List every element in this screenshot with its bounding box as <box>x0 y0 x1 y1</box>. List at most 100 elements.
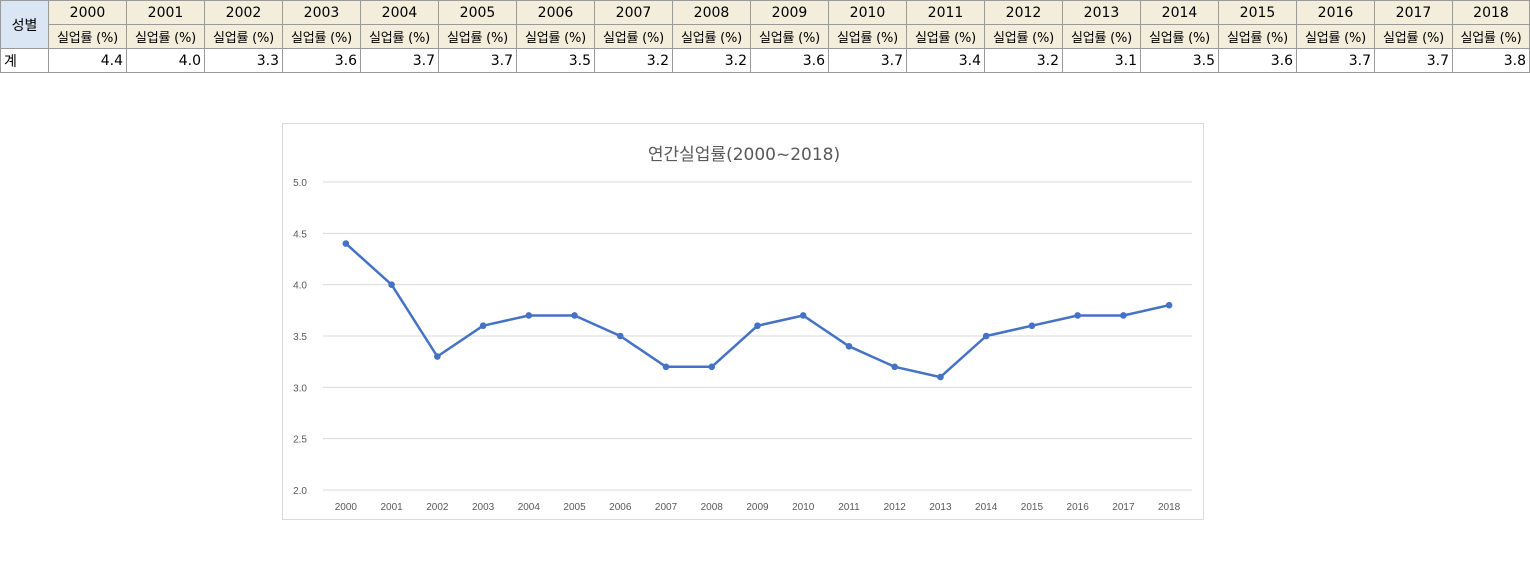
unit-header-cell[interactable]: 실업률 (%) <box>984 24 1063 49</box>
value-cell[interactable]: 3.4 <box>906 48 985 73</box>
year-header-cell[interactable]: 2017 <box>1374 0 1453 25</box>
value-cell[interactable]: 3.2 <box>984 48 1063 73</box>
value-cell[interactable]: 3.2 <box>594 48 673 73</box>
data-point <box>1120 312 1127 319</box>
x-tick-label: 2010 <box>792 502 815 513</box>
line-chart[interactable]: 연간실업률(2000~2018) 2.0 2.5 3.0 3.5 4.0 4.5 5.0 200… <box>282 123 1204 520</box>
unit-header-cell[interactable]: 실업률 (%) <box>204 24 283 49</box>
x-tick-label: 2011 <box>838 502 860 513</box>
value-cell[interactable]: 3.7 <box>438 48 517 73</box>
x-tick-label: 2012 <box>884 502 907 513</box>
spreadsheet-table: 성별 2000 2001 2002 2003 2004 2005 2006 2007 2008 2… <box>0 0 1530 73</box>
data-point <box>845 342 853 350</box>
year-header-cell[interactable]: 2005 <box>438 0 517 25</box>
unit-header-cell[interactable]: 실업률 (%) <box>438 24 517 49</box>
data-point <box>1165 301 1173 309</box>
year-header-cell[interactable]: 2006 <box>516 0 595 25</box>
y-tick-label: 5.0 <box>293 178 307 189</box>
value-cell[interactable]: 3.7 <box>828 48 907 73</box>
x-tick-label: 2005 <box>563 502 586 513</box>
data-point <box>571 312 578 319</box>
unit-header-cell[interactable]: 실업률 (%) <box>48 24 127 49</box>
value-cell[interactable]: 3.6 <box>282 48 361 73</box>
y-tick-label: 3.0 <box>293 383 307 394</box>
data-point <box>1028 322 1036 330</box>
year-header-cell[interactable]: 2003 <box>282 0 361 25</box>
year-header-cell[interactable]: 2010 <box>828 0 907 25</box>
y-tick-label: 2.5 <box>293 435 307 446</box>
year-header-cell[interactable]: 2018 <box>1452 0 1530 25</box>
x-tick-label: 2004 <box>518 502 541 513</box>
x-tick-label: 2018 <box>1158 502 1181 513</box>
unit-header-cell[interactable]: 실업률 (%) <box>594 24 673 49</box>
x-tick-label: 2000 <box>335 502 358 513</box>
unit-header-cell[interactable]: 실업률 (%) <box>1296 24 1375 49</box>
year-header-cell[interactable]: 2013 <box>1062 0 1141 25</box>
data-point <box>434 353 441 360</box>
unit-header-cell[interactable]: 실업률 (%) <box>1452 24 1530 49</box>
value-cell[interactable]: 3.8 <box>1452 48 1530 73</box>
value-cell[interactable]: 3.5 <box>516 48 595 73</box>
value-cell[interactable]: 3.5 <box>1140 48 1219 73</box>
data-point <box>754 322 761 330</box>
unit-header-cell[interactable]: 실업률 (%) <box>1218 24 1297 49</box>
year-header-cell[interactable]: 2012 <box>984 0 1063 25</box>
year-header-cell[interactable]: 2014 <box>1140 0 1219 25</box>
x-tick-label: 2007 <box>655 502 678 513</box>
x-tick-label: 2003 <box>472 502 495 513</box>
value-cell[interactable]: 3.6 <box>750 48 829 73</box>
year-header-cell[interactable]: 2015 <box>1218 0 1297 25</box>
data-row: 계 4.4 4.0 3.3 3.6 3.7 3.7 3.5 3.2 3.2 3.6 3.7 3.4 3.… <box>0 48 1530 73</box>
data-point <box>525 312 533 319</box>
year-header-cell[interactable]: 2016 <box>1296 0 1375 25</box>
unit-header-cell[interactable]: 실업률 (%) <box>906 24 985 49</box>
year-header-cell[interactable]: 2009 <box>750 0 829 25</box>
data-point <box>662 363 670 371</box>
year-header-cell[interactable]: 2007 <box>594 0 673 25</box>
value-cell[interactable]: 3.2 <box>672 48 751 73</box>
x-tick-label: 2017 <box>1112 502 1135 513</box>
data-point <box>342 240 350 247</box>
data-point <box>799 312 807 319</box>
year-header-cell[interactable]: 2000 <box>48 0 127 25</box>
x-tick-label: 2016 <box>1067 502 1090 513</box>
year-header-row: 성별 2000 2001 2002 2003 2004 2005 2006 2007 2008 2… <box>0 0 1530 49</box>
value-cell[interactable]: 3.7 <box>1296 48 1375 73</box>
value-cell[interactable]: 3.1 <box>1062 48 1141 73</box>
data-point <box>1074 312 1081 319</box>
unit-header-cell[interactable]: 실업률 (%) <box>360 24 439 49</box>
x-tick-label: 2006 <box>609 502 632 513</box>
year-header-cell[interactable]: 2008 <box>672 0 751 25</box>
value-cell[interactable]: 3.7 <box>1374 48 1453 73</box>
value-cell[interactable]: 4.4 <box>48 48 127 73</box>
year-header-cell[interactable]: 2001 <box>126 0 205 25</box>
chart-title: 연간실업률(2000~2018) <box>648 145 840 165</box>
x-tick-label: 2009 <box>746 502 769 513</box>
unit-header-cell[interactable]: 실업률 (%) <box>750 24 829 49</box>
series-line <box>344 242 1171 379</box>
year-header-cell[interactable]: 2011 <box>906 0 985 25</box>
value-cell[interactable]: 3.7 <box>360 48 439 73</box>
unit-header-cell[interactable]: 실업률 (%) <box>516 24 595 49</box>
unit-header-cell[interactable]: 실업률 (%) <box>1140 24 1219 49</box>
value-cell[interactable]: 3.3 <box>204 48 283 73</box>
unit-header-cell[interactable]: 실업률 (%) <box>1374 24 1453 49</box>
y-tick-label: 4.0 <box>293 281 307 292</box>
year-header-cell[interactable]: 2002 <box>204 0 283 25</box>
year-header-cell[interactable]: 2004 <box>360 0 439 25</box>
y-tick-label: 2.0 <box>293 486 307 497</box>
x-tick-label: 2008 <box>701 502 724 513</box>
unit-header-cell[interactable]: 실업률 (%) <box>1062 24 1141 49</box>
unit-header-cell[interactable]: 실업률 (%) <box>672 24 751 49</box>
unit-header-cell[interactable]: 실업률 (%) <box>282 24 361 49</box>
value-cell[interactable]: 3.6 <box>1218 48 1297 73</box>
data-point <box>616 332 624 340</box>
row-label-cell[interactable]: 계 <box>0 48 49 73</box>
unit-header-cell[interactable]: 실업률 (%) <box>126 24 205 49</box>
corner-header-cell[interactable]: 성별 <box>0 0 49 49</box>
data-point <box>891 363 899 371</box>
data-point <box>982 332 990 340</box>
unit-header-cell[interactable]: 실업률 (%) <box>828 24 907 49</box>
value-cell[interactable]: 4.0 <box>126 48 205 73</box>
y-tick-label: 4.5 <box>293 229 307 240</box>
